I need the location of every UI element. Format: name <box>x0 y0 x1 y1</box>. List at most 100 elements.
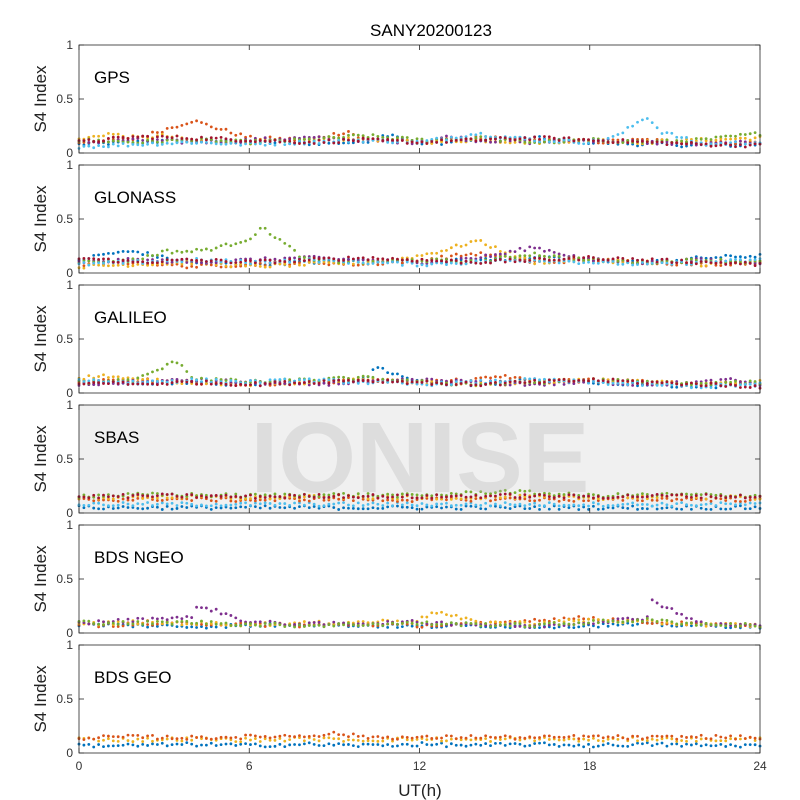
data-point <box>484 261 488 264</box>
data-point <box>151 130 154 134</box>
data-point <box>454 494 458 498</box>
data-point <box>92 261 96 265</box>
data-point <box>307 624 311 627</box>
data-point <box>111 504 115 508</box>
data-point <box>699 137 703 141</box>
data-point <box>753 498 757 501</box>
data-point <box>351 141 355 145</box>
data-point <box>293 506 296 510</box>
data-point <box>298 261 301 265</box>
data-point <box>440 739 443 743</box>
data-point <box>111 380 115 384</box>
data-point <box>469 738 473 742</box>
data-point <box>165 737 169 741</box>
data-point <box>494 491 497 494</box>
data-point <box>582 737 586 741</box>
data-point <box>200 503 203 507</box>
data-point <box>405 260 409 264</box>
data-point <box>503 620 507 624</box>
data-point <box>371 493 375 496</box>
data-point <box>214 502 218 506</box>
data-point <box>146 380 149 384</box>
data-point <box>356 735 360 738</box>
data-point <box>391 504 394 508</box>
data-point <box>366 742 370 746</box>
data-point <box>489 744 492 748</box>
data-point <box>415 137 419 141</box>
data-point <box>543 493 546 497</box>
data-point <box>107 621 110 625</box>
data-point <box>204 122 208 126</box>
data-point <box>587 138 590 142</box>
data-point <box>273 257 277 261</box>
data-point <box>645 503 649 506</box>
data-point <box>474 376 478 380</box>
data-point <box>209 263 213 267</box>
data-point <box>729 622 732 626</box>
data-point <box>449 246 453 250</box>
data-point <box>263 143 267 147</box>
data-point <box>229 244 233 248</box>
data-point <box>631 504 635 508</box>
data-point <box>621 131 625 135</box>
data-point <box>699 620 703 624</box>
data-point <box>131 494 135 497</box>
data-point <box>268 142 272 145</box>
data-point <box>704 379 708 382</box>
data-point <box>440 620 443 624</box>
data-point <box>709 744 713 748</box>
data-point <box>518 496 522 499</box>
data-point <box>180 617 184 621</box>
data-point <box>523 256 527 260</box>
data-point <box>141 742 145 746</box>
data-point <box>601 260 605 264</box>
data-point <box>562 378 566 381</box>
data-point <box>229 383 233 387</box>
data-point <box>151 137 154 141</box>
data-point <box>435 381 439 385</box>
data-point <box>347 261 350 265</box>
data-point <box>160 620 164 624</box>
data-point <box>381 261 385 265</box>
data-point <box>371 739 375 743</box>
data-point <box>131 740 135 743</box>
data-point <box>327 623 331 626</box>
data-point <box>714 135 718 139</box>
data-point <box>209 259 213 263</box>
data-point <box>753 493 757 497</box>
data-point <box>312 142 316 145</box>
data-point <box>665 506 669 510</box>
data-point <box>185 249 189 253</box>
data-point <box>547 378 551 382</box>
data-point <box>195 257 198 260</box>
data-point <box>459 382 463 385</box>
data-point <box>552 140 556 144</box>
data-point <box>141 740 145 743</box>
data-point <box>165 496 169 500</box>
data-point <box>645 140 649 144</box>
data-point <box>498 255 502 259</box>
data-point <box>410 259 414 263</box>
data-point <box>116 503 120 507</box>
y-tick-label: 0 <box>66 626 73 640</box>
data-point <box>332 620 336 624</box>
data-point <box>141 141 145 145</box>
data-point <box>734 625 737 628</box>
data-point <box>440 261 443 265</box>
data-point <box>474 261 478 265</box>
data-point <box>547 507 551 511</box>
data-point <box>616 133 620 136</box>
data-point <box>391 744 394 748</box>
data-point <box>479 131 483 135</box>
data-point <box>391 495 394 499</box>
data-point <box>724 385 728 388</box>
data-point <box>543 140 546 144</box>
data-point <box>278 378 282 381</box>
data-point <box>587 494 590 498</box>
data-point <box>533 378 537 382</box>
data-point <box>665 503 669 507</box>
data-point <box>234 263 238 266</box>
data-point <box>400 379 404 383</box>
data-point <box>239 241 243 244</box>
